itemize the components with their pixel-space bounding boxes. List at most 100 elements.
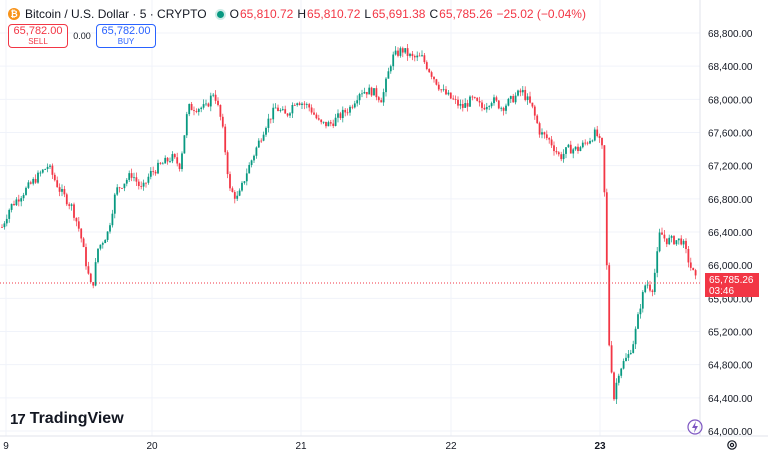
sell-button[interactable]: 65,782.00 SELL (8, 24, 68, 48)
candle-body (157, 162, 159, 174)
candle-body (327, 122, 330, 127)
candle-body (142, 182, 145, 187)
candle-body (601, 137, 603, 146)
candle-body (584, 142, 587, 144)
candle-body (106, 231, 109, 240)
candle-body (349, 106, 351, 113)
price-axis: 68,800.00 68,400.00 68,000.00 67,600.00 67,2… (708, 29, 753, 438)
candle-body (548, 138, 551, 140)
candle-body (363, 91, 366, 94)
candle-body (639, 308, 642, 315)
candle-body (435, 79, 438, 85)
candle-body (353, 103, 356, 108)
candle-body (176, 157, 179, 164)
candle-body (344, 109, 347, 113)
candle-body (255, 147, 258, 156)
price-tick-label: 65,200.00 (708, 328, 753, 339)
candle-body (313, 112, 315, 115)
candle-body (399, 48, 402, 56)
candle-body (651, 290, 654, 292)
candle-body (25, 187, 27, 195)
candle-body (334, 117, 337, 126)
candlestick-series (1, 44, 697, 405)
candle-body (526, 96, 529, 101)
candle-body (27, 182, 30, 188)
candle-body (161, 163, 164, 165)
buy-button[interactable]: 65,782.00 BUY (96, 24, 156, 48)
settings-gear-icon[interactable] (726, 439, 738, 451)
candle-body (130, 173, 133, 178)
candle-body (22, 194, 25, 199)
candle-body (665, 238, 668, 245)
candle-body (293, 105, 296, 106)
candle-body (637, 314, 639, 329)
spread-value: 0.00 (73, 31, 91, 41)
candle-body (483, 107, 486, 110)
candle-body (675, 240, 678, 245)
candle-body (629, 352, 632, 355)
candle-body (183, 135, 186, 154)
candle-body (656, 251, 659, 273)
candle-body (553, 145, 555, 152)
candle-body (557, 152, 560, 155)
candle-body (524, 89, 527, 101)
candle-body (373, 88, 375, 96)
candle-body (370, 87, 373, 96)
candle-body (625, 357, 627, 362)
symbol-title[interactable]: Bitcoin / U.S. Dollar · 5 · CRYPTO (25, 7, 207, 21)
candle-body (217, 100, 219, 105)
candle-body (447, 92, 450, 95)
candle-body (644, 285, 647, 293)
candle-body (541, 132, 543, 135)
candle-body (56, 180, 59, 188)
last-price-value: 65,785.26 (709, 275, 754, 286)
candle-body (178, 163, 181, 170)
candle-body (169, 161, 171, 162)
candle-body (145, 182, 147, 184)
candle-body (555, 151, 558, 153)
candle-body (493, 97, 495, 104)
candle-body (476, 97, 479, 101)
candle-body (572, 149, 575, 154)
candle-body (615, 382, 618, 400)
candle-body (97, 248, 99, 263)
open-value: 65,810.72 (239, 7, 294, 21)
lightning-icon[interactable] (686, 418, 704, 436)
candle-body (140, 186, 143, 187)
candle-body (533, 106, 536, 116)
candle-body (296, 103, 299, 106)
candle-body (627, 354, 630, 358)
candle-body (133, 177, 135, 179)
candle-body (188, 103, 191, 115)
trade-panel: 65,782.00 SELL 0.00 65,782.00 BUY (8, 24, 156, 48)
candle-body (586, 142, 589, 144)
candle-body (205, 103, 207, 105)
candle-body (260, 140, 263, 142)
candle-body (473, 97, 476, 98)
price-tick-label: 66,800.00 (708, 195, 753, 206)
candle-body (332, 123, 335, 126)
candle-body (3, 223, 6, 228)
tradingview-logo[interactable]: 17 TradingView (10, 410, 124, 428)
candle-body (538, 123, 541, 135)
candle-body (305, 104, 308, 105)
candle-body (111, 213, 114, 226)
high-value: 65,810.72 (307, 7, 361, 21)
candle-body (505, 105, 507, 111)
price-tick-label: 66,000.00 (708, 261, 753, 272)
candle-body (257, 140, 260, 148)
candle-body (509, 96, 512, 99)
price-tick-label: 64,000.00 (708, 427, 753, 438)
candle-body (82, 238, 85, 248)
candle-body (284, 109, 287, 114)
candle-body (428, 69, 431, 73)
candle-body (430, 72, 433, 77)
candle-body (289, 113, 291, 116)
candle-body (20, 198, 23, 202)
candle-body (437, 84, 440, 90)
candle-body (500, 107, 503, 109)
candle-body (46, 166, 49, 170)
tradingview-mark-icon: 17 (10, 410, 26, 428)
candle-body (267, 118, 270, 128)
